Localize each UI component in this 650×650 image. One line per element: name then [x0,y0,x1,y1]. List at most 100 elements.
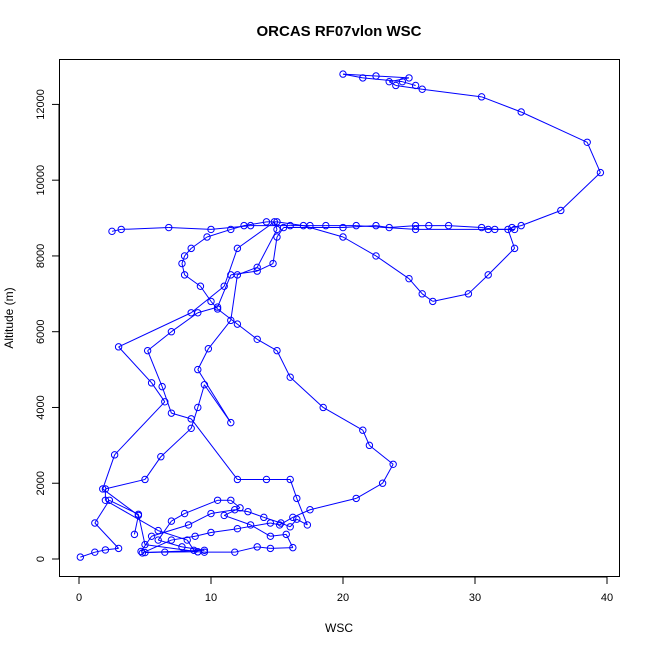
y-tick-label: 10000 [35,165,47,196]
data-point [110,451,119,459]
data-point [233,524,242,533]
data-point [233,244,242,253]
data-point [196,282,205,290]
data-point [429,297,437,306]
x-tick-label: 40 [601,592,613,604]
data-series [108,221,519,556]
data-point [411,81,420,90]
series-line-segment [144,456,162,480]
series-line-segment [181,263,186,275]
x-tick-label: 20 [337,592,349,604]
data-point [187,424,195,433]
series-line-segment [362,430,370,446]
series-line-segment [402,81,416,86]
data-point [273,218,281,226]
data-point [231,506,239,514]
data-point [484,225,492,234]
data-point [405,74,413,82]
series-line-segment [190,285,225,314]
data-point [101,496,110,504]
data-point [260,513,268,522]
series-line-segment [375,75,410,79]
series-line-segment [256,338,278,352]
series-line-segment [432,293,469,302]
data-point [231,548,239,556]
series-line-segment [421,293,434,302]
series-line-segment [250,524,271,537]
series-line-segment [114,401,166,456]
series-line-segment [160,427,192,458]
series-line-segment [285,534,294,548]
x-axis-label: WSC [325,621,353,635]
series-line-segment [237,522,271,530]
data-point [167,536,176,544]
series-line-segment [395,84,423,90]
data-point [138,549,147,557]
data-point [352,221,360,230]
series-line-segment [121,227,169,230]
series-layer [76,70,605,561]
data-point [464,290,473,298]
y-tick-label: 6000 [35,319,47,343]
data-point [289,513,297,522]
series-line-segment [184,248,192,257]
data-point [227,271,235,279]
data-point [213,303,222,311]
series-line-segment [94,522,119,549]
y-tick-label: 0 [35,556,47,562]
data-point [378,479,387,487]
data-point [227,225,235,234]
series-line-segment [217,274,232,308]
data-point [101,546,110,554]
data-point [233,320,242,328]
data-point [262,475,271,484]
data-point [339,70,347,78]
data-point [273,225,281,234]
series-line-segment [487,248,515,276]
data-point [282,530,290,539]
series-line-segment [270,522,280,526]
series-line-segment [342,73,377,77]
data-point [286,523,294,531]
data-point [303,521,312,529]
data-point [277,519,285,527]
series-line-segment [118,346,152,384]
data-point [207,509,215,518]
data-point [194,548,202,556]
data-point [596,168,605,177]
series-line-segment [237,221,275,249]
series-line-segment [289,518,298,528]
data-point [392,81,400,90]
data-point [180,252,189,260]
data-point [220,282,228,290]
data-series [76,218,297,561]
data-point [141,548,149,557]
data-point [194,365,202,374]
data-point [101,485,110,493]
data-point [180,509,189,518]
series-line-segment [206,228,231,238]
series-line-segment [560,172,601,211]
data-point [398,77,407,86]
data-point [517,108,525,116]
series-line-segment [210,509,235,515]
data-point [418,85,426,93]
data-point [385,223,393,232]
series-line-segment [272,236,278,264]
y-tick-label: 12000 [35,89,47,120]
x-tick-label: 30 [469,592,481,604]
series-line-segment [161,386,172,414]
data-point [477,223,486,232]
data-point [99,485,107,493]
data-point [253,263,261,272]
data-point [405,274,413,283]
series-line-segment [181,255,186,264]
data-point [319,403,327,412]
data-point [372,72,380,80]
series-line-segment [210,225,251,230]
series-line-segment [210,528,238,533]
series-line-segment [171,312,199,333]
data-point [134,511,143,520]
y-axis: 0 2000 4000 6000 8000 10000 12000 [35,89,60,562]
